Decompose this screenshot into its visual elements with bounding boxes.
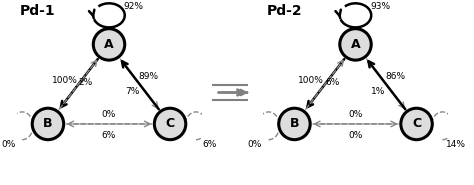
Circle shape [93,29,125,60]
Text: 100%: 100% [298,76,324,85]
Text: B: B [290,117,299,130]
Text: Pd-1: Pd-1 [20,4,56,18]
Text: 0%: 0% [1,140,15,149]
Text: 100%: 100% [52,76,78,85]
Text: 14%: 14% [447,140,466,149]
Text: 6%: 6% [102,131,116,139]
Text: 0%: 0% [102,110,116,119]
Text: 86%: 86% [385,72,405,81]
Text: 6%: 6% [203,140,217,149]
Text: 92%: 92% [124,2,144,11]
Text: 89%: 89% [139,72,159,81]
Text: C: C [412,117,421,130]
Text: B: B [43,117,53,130]
Text: Pd-2: Pd-2 [267,4,302,18]
Text: C: C [165,117,174,130]
Text: A: A [351,38,360,51]
Circle shape [155,108,186,140]
Text: 93%: 93% [370,2,391,11]
Circle shape [401,108,432,140]
Circle shape [32,108,64,140]
Circle shape [279,108,310,140]
Text: 1%: 1% [372,87,386,96]
Circle shape [340,29,371,60]
Text: 6%: 6% [325,78,339,87]
Text: A: A [104,38,114,51]
Text: 0%: 0% [247,140,262,149]
Text: 7%: 7% [125,87,139,96]
Text: 0%: 0% [348,131,363,139]
Text: 2%: 2% [79,78,93,87]
Text: 0%: 0% [348,110,363,119]
